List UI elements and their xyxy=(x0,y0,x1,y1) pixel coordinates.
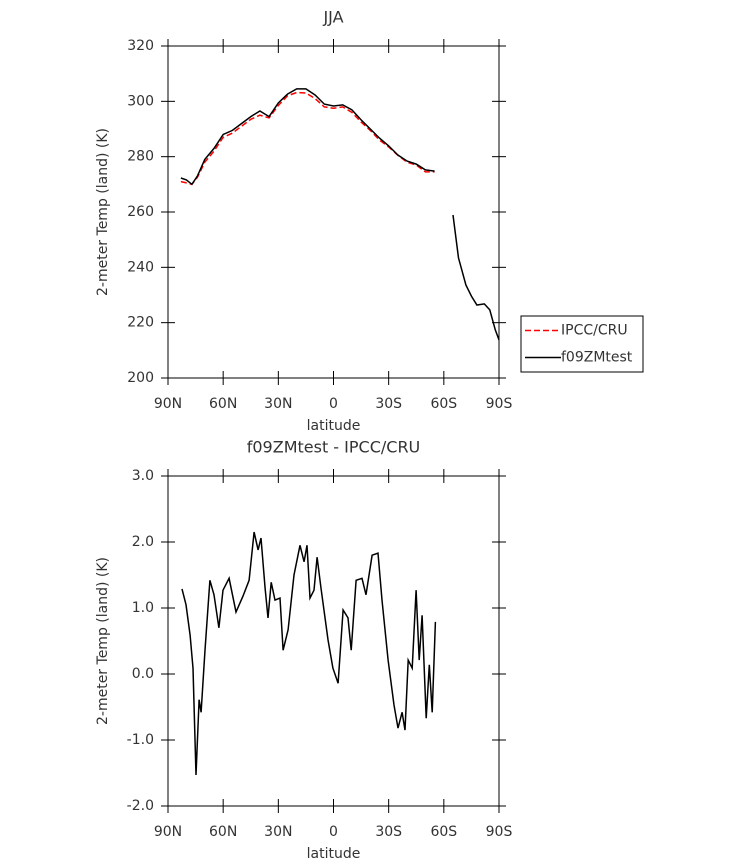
y-tick-label: -2.0 xyxy=(127,798,154,814)
y-tick-label: 300 xyxy=(127,93,154,109)
y-axis-label: 2-meter Temp (land) (K) xyxy=(95,128,111,296)
y-tick-label: 280 xyxy=(127,149,154,165)
chart-title: f09ZMtest - IPCC/CRU xyxy=(247,438,421,457)
x-tick-label: 30S xyxy=(375,824,402,840)
y-tick-label: 220 xyxy=(127,315,154,331)
x-tick-label: 0 xyxy=(329,824,338,840)
x-tick-label: 30S xyxy=(375,396,402,412)
plot-frame xyxy=(167,475,500,807)
plot-frame xyxy=(167,45,500,379)
x-tick-label: 60N xyxy=(209,396,237,412)
x-axis-label: latitude xyxy=(307,418,361,434)
x-tick-label: 60S xyxy=(430,396,457,412)
y-tick-label: 0.0 xyxy=(132,666,154,682)
y-tick-label: 260 xyxy=(127,204,154,220)
x-tick-label: 60S xyxy=(430,824,457,840)
data-line xyxy=(180,88,500,341)
x-tick-label: 60N xyxy=(209,824,237,840)
y-tick-label: 3.0 xyxy=(132,468,154,484)
x-tick-label: 30N xyxy=(264,396,292,412)
x-axis-label: latitude xyxy=(307,846,361,862)
legend-label: f09ZMtest xyxy=(561,350,633,366)
y-tick-label: -1.0 xyxy=(127,732,154,748)
y-tick-label: 240 xyxy=(127,259,154,275)
x-tick-label: 90S xyxy=(486,824,513,840)
data-line xyxy=(180,91,435,186)
data-line xyxy=(181,531,437,776)
y-tick-label: 2.0 xyxy=(132,534,154,550)
y-tick-label: 200 xyxy=(127,370,154,386)
x-tick-label: 90N xyxy=(154,396,182,412)
legend-label: IPCC/CRU xyxy=(561,323,628,339)
y-axis-label: 2-meter Temp (land) (K) xyxy=(95,557,111,725)
x-tick-label: 90S xyxy=(486,396,513,412)
legend-box xyxy=(520,315,644,373)
x-tick-label: 30N xyxy=(264,824,292,840)
chart-title: JJA xyxy=(322,8,343,27)
y-tick-label: 1.0 xyxy=(132,600,154,616)
x-tick-label: 0 xyxy=(329,396,338,412)
x-tick-label: 90N xyxy=(154,824,182,840)
y-tick-label: 320 xyxy=(127,38,154,54)
